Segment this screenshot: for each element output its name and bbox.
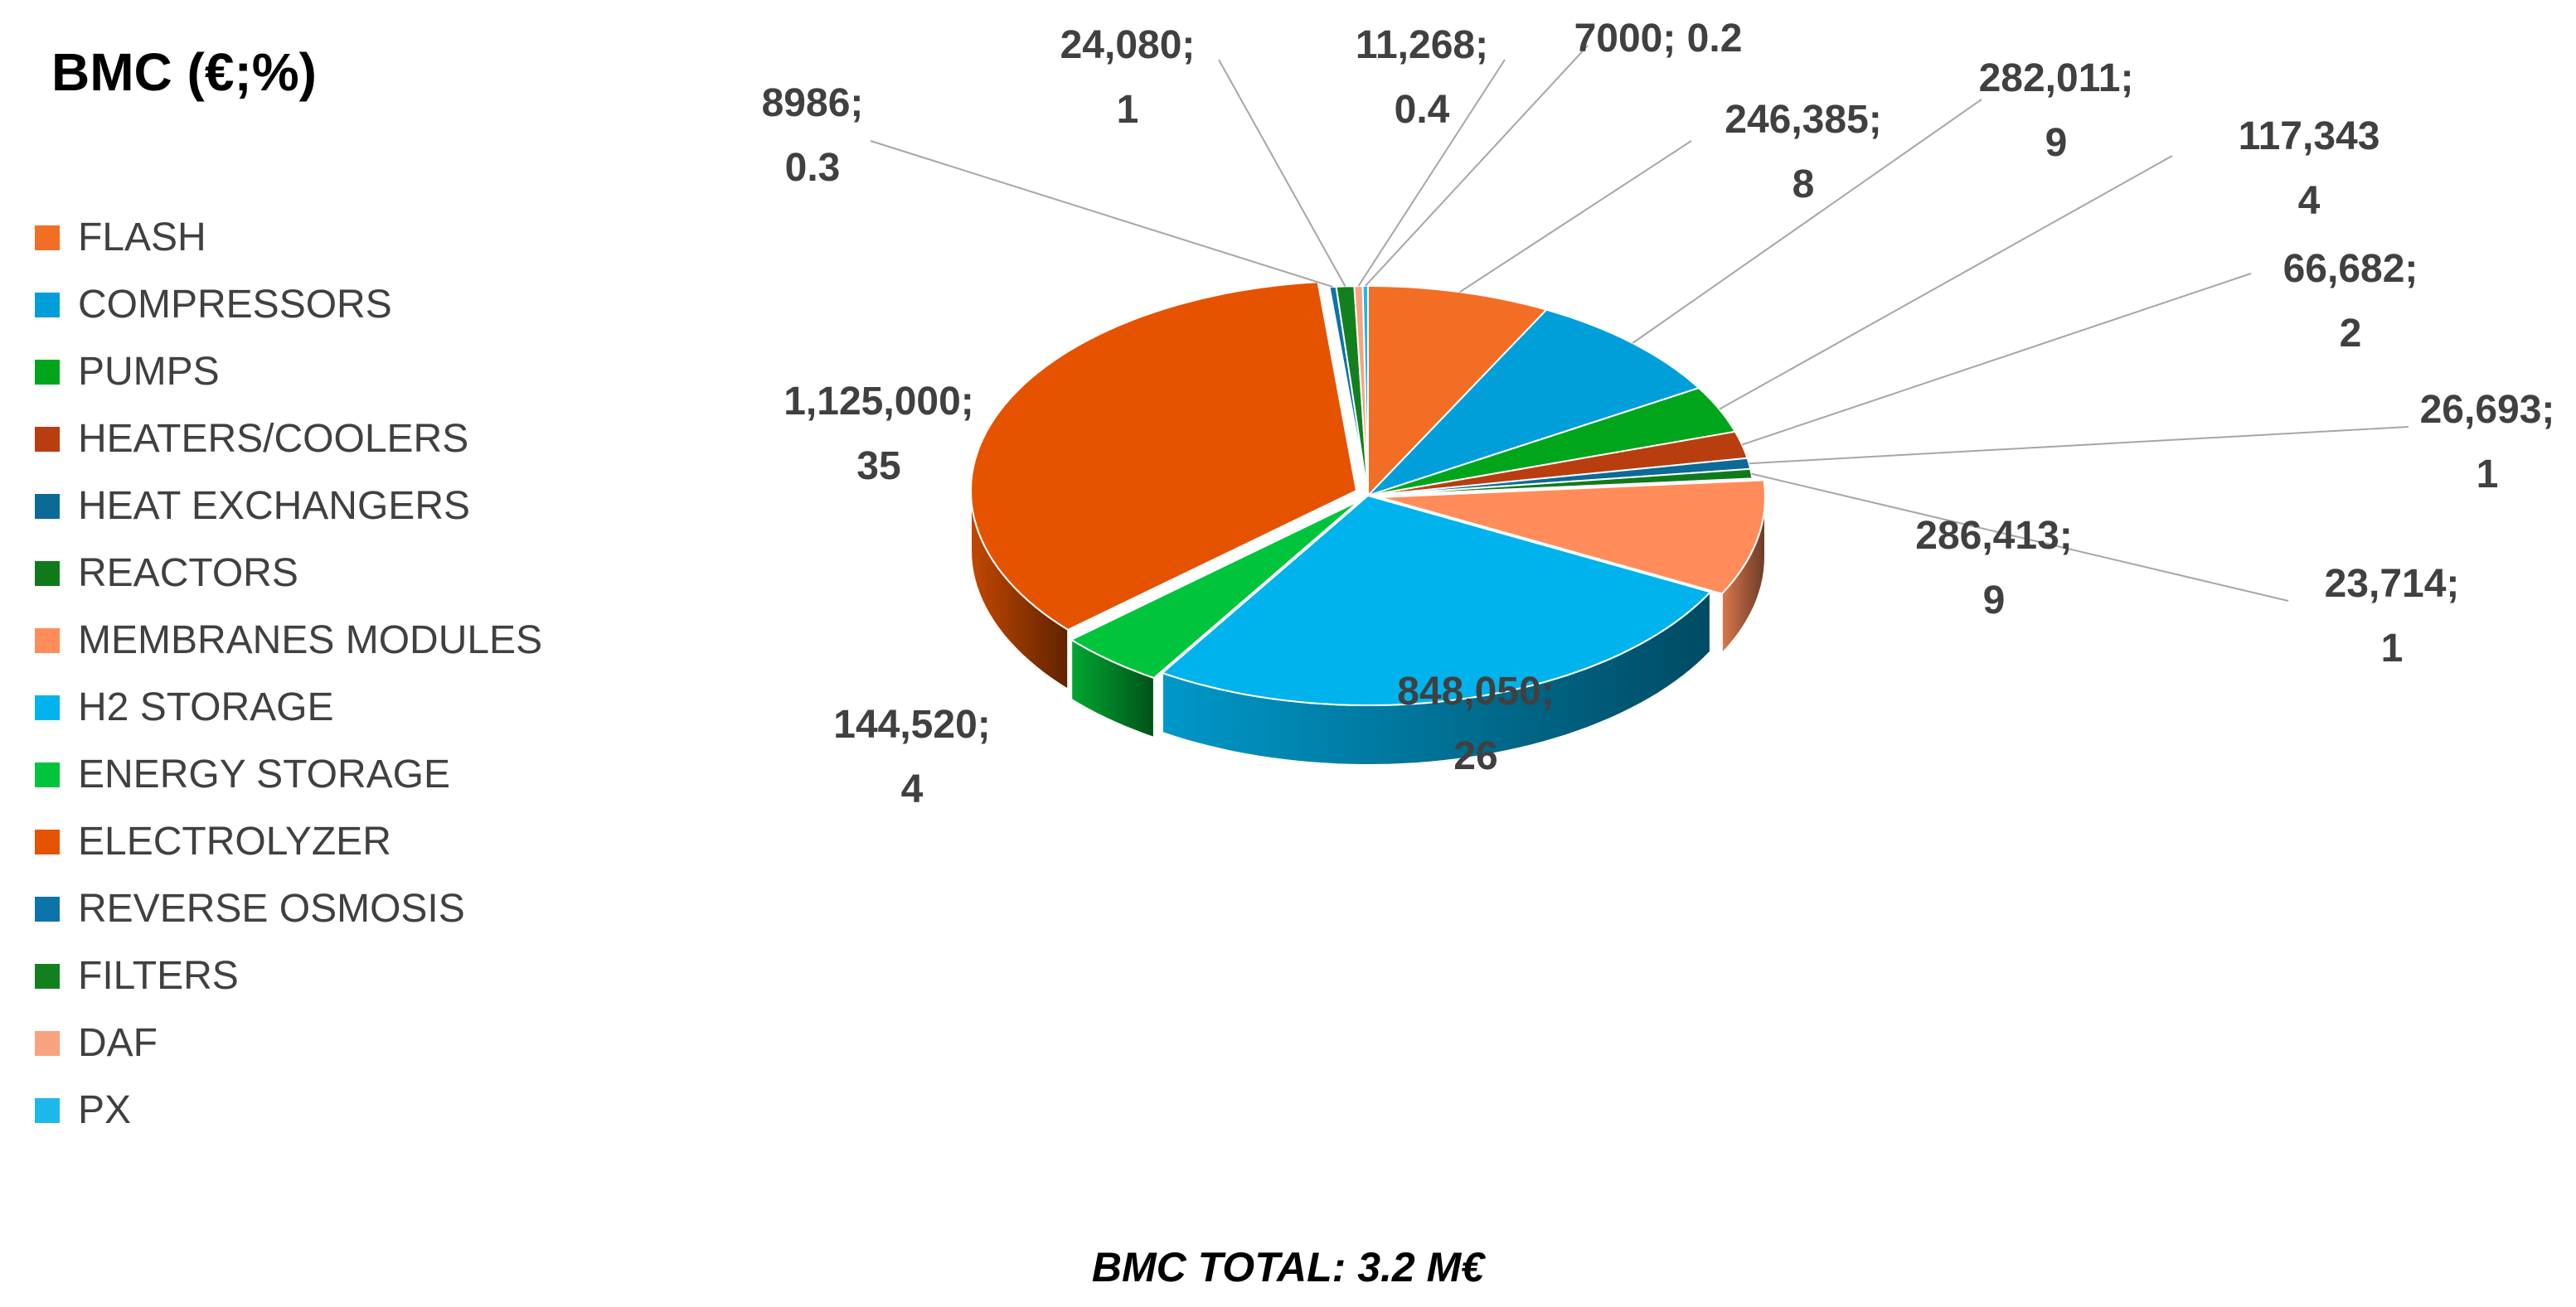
data-label-reactors: 23,714; bbox=[2325, 562, 2460, 606]
data-label-h2-storage: 848,050; bbox=[1397, 670, 1555, 714]
legend-swatch bbox=[35, 762, 60, 787]
data-labels: 246,385; 8 282,011; 9 117,343 4 66,682; 2 26,693… bbox=[762, 17, 2555, 811]
data-label-pumps: 117,343 bbox=[2239, 114, 2380, 158]
legend-swatch bbox=[35, 359, 60, 385]
data-label-percent-heat-exchangers: 1 bbox=[2477, 453, 2499, 496]
legend-label: REVERSE OSMOSIS bbox=[78, 887, 465, 931]
legend-item-h2-storage: H2 STORAGE bbox=[35, 674, 542, 741]
pie-slice-membranes-modules bbox=[1379, 479, 1766, 595]
chart-footer: BMC TOTAL: 3.2 M€ bbox=[1091, 1244, 1485, 1290]
legend-item-reverse-osmosis: REVERSE OSMOSIS bbox=[35, 875, 542, 942]
legend-swatch bbox=[35, 1030, 60, 1056]
legend-item-heat-exchangers: HEAT EXCHANGERS bbox=[35, 472, 542, 540]
legend-item-electrolyzer: ELECTROLYZER bbox=[35, 808, 542, 875]
leader-line-px bbox=[1365, 45, 1589, 287]
legend-swatch bbox=[35, 695, 60, 720]
pie-slice-pumps bbox=[1367, 386, 1737, 496]
legend-swatch bbox=[35, 1097, 60, 1123]
legend-swatch bbox=[35, 896, 60, 922]
data-label-heaters-coolers: 66,682; bbox=[2283, 247, 2418, 291]
legend-swatch bbox=[35, 560, 60, 586]
data-label-percent-compressors: 9 bbox=[2045, 121, 2068, 165]
data-label-energy-storage: 144,520; bbox=[833, 703, 991, 747]
legend-item-daf: DAF bbox=[35, 1009, 542, 1077]
data-label-heat-exchangers: 26,693; bbox=[2420, 388, 2555, 432]
legend-item-px: PX bbox=[35, 1077, 542, 1144]
data-label-filters: 24,080; bbox=[1060, 23, 1196, 67]
chart-legend: FLASH COMPRESSORS PUMPS HEATERS/COOLERS HEAT… bbox=[35, 204, 542, 1144]
leader-line-daf bbox=[1357, 59, 1506, 287]
data-label-percent-daf: 0.4 bbox=[1395, 88, 1450, 132]
leader-line-heaters-coolers bbox=[1741, 273, 2252, 446]
data-label-percent-reverse-osmosis: 0.3 bbox=[785, 146, 841, 190]
data-label-px: 7000; 0.2 bbox=[1574, 17, 1743, 61]
data-label-reverse-osmosis: 8986; bbox=[762, 81, 864, 125]
legend-item-membranes-modules: MEMBRANES MODULES bbox=[35, 607, 542, 674]
leader-line-reverse-osmosis bbox=[870, 140, 1333, 288]
pie-sides bbox=[970, 490, 1766, 767]
legend-label: HEATERS/COOLERS bbox=[78, 417, 469, 461]
leader-line-flash bbox=[1459, 140, 1692, 293]
legend-label: MEMBRANES MODULES bbox=[78, 618, 543, 662]
data-label-electrolyzer: 1,125,000; bbox=[783, 380, 974, 424]
data-label-compressors: 282,011; bbox=[1979, 56, 2134, 100]
legend-label: REACTORS bbox=[78, 551, 298, 595]
leader-line-pumps bbox=[1719, 155, 2173, 410]
legend-item-reactors: REACTORS bbox=[35, 540, 542, 607]
legend-label: ELECTROLYZER bbox=[78, 820, 391, 864]
legend-item-flash: FLASH bbox=[35, 204, 542, 271]
data-label-percent-reactors: 1 bbox=[2381, 627, 2404, 670]
pie-slice-h2-storage bbox=[1160, 494, 1712, 707]
data-label-percent-membranes-modules: 9 bbox=[1983, 578, 2006, 622]
chart-title: BMC (€;%) bbox=[51, 42, 317, 102]
data-label-percent-h2-storage: 26 bbox=[1453, 734, 1497, 778]
legend-item-heaters-coolers: HEATERS/COOLERS bbox=[35, 405, 542, 472]
leader-line-reactors bbox=[1751, 472, 2289, 602]
legend-item-pumps: PUMPS bbox=[35, 338, 542, 405]
legend-swatch bbox=[35, 493, 60, 519]
legend-label: FILTERS bbox=[78, 954, 239, 998]
data-label-percent-filters: 1 bbox=[1117, 88, 1139, 132]
legend-item-filters: FILTERS bbox=[35, 942, 542, 1009]
legend-label: PUMPS bbox=[78, 350, 220, 394]
data-label-daf: 11,268; bbox=[1356, 23, 1488, 67]
legend-swatch bbox=[35, 426, 60, 452]
legend-item-compressors: COMPRESSORS bbox=[35, 271, 542, 338]
legend-label: COMPRESSORS bbox=[78, 283, 392, 327]
legend-swatch bbox=[35, 292, 60, 317]
data-label-percent-heaters-coolers: 2 bbox=[2340, 312, 2362, 356]
data-label-percent-pumps: 4 bbox=[2298, 179, 2321, 223]
legend-label: ENERGY STORAGE bbox=[78, 753, 451, 796]
legend-swatch bbox=[35, 225, 60, 250]
pie-slice-energy-storage bbox=[1070, 500, 1361, 680]
legend-label: H2 STORAGE bbox=[78, 685, 334, 729]
pie-tops bbox=[969, 281, 1766, 707]
legend-label: HEAT EXCHANGERS bbox=[78, 484, 470, 528]
data-label-membranes-modules: 286,413; bbox=[1915, 514, 2073, 558]
legend-swatch bbox=[35, 627, 60, 653]
leader-line-filters bbox=[1218, 59, 1346, 287]
legend-swatch bbox=[35, 963, 60, 989]
legend-item-energy-storage: ENERGY STORAGE bbox=[35, 741, 542, 808]
pie-slice-electrolyzer bbox=[969, 281, 1358, 632]
data-label-percent-energy-storage: 4 bbox=[901, 767, 924, 811]
data-label-percent-electrolyzer: 35 bbox=[856, 444, 900, 488]
data-label-flash: 246,385; bbox=[1725, 98, 1882, 142]
legend-label: PX bbox=[78, 1088, 132, 1132]
leader-line-heat-exchangers bbox=[1749, 426, 2409, 465]
legend-label: DAF bbox=[78, 1021, 158, 1065]
leader-line-compressors bbox=[1632, 99, 1982, 344]
legend-label: FLASH bbox=[78, 215, 206, 259]
data-label-percent-flash: 8 bbox=[1793, 162, 1815, 206]
legend-swatch bbox=[35, 829, 60, 854]
